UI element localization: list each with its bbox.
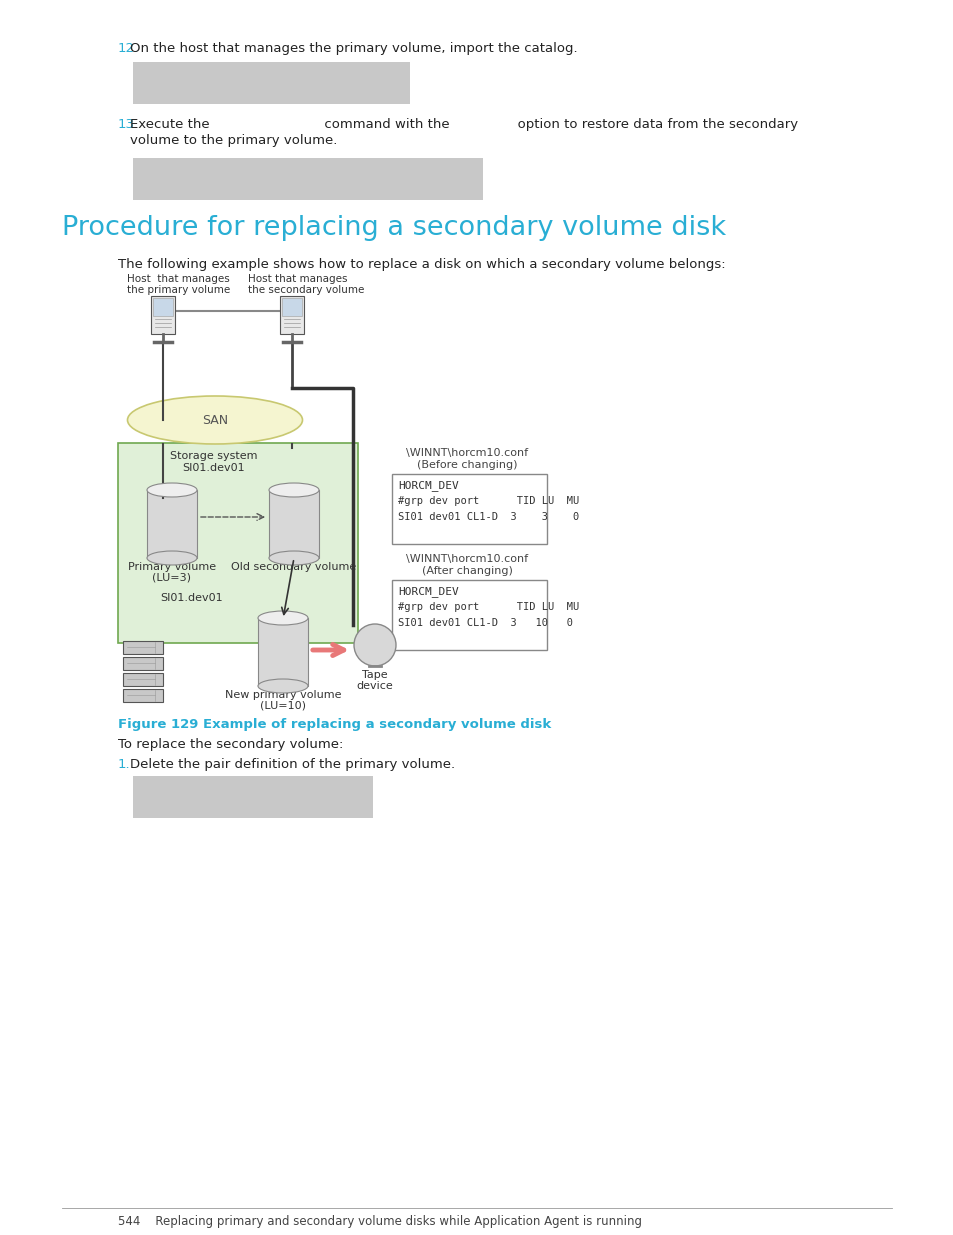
Text: SI01 dev01 CL1-D  3   10   0: SI01 dev01 CL1-D 3 10 0 [397,618,573,629]
Bar [123,673,163,685]
Ellipse shape [257,679,308,693]
Bar [269,490,318,558]
Ellipse shape [269,551,318,564]
Bar [151,296,174,333]
Ellipse shape [128,396,302,445]
Text: Execute the                           command with the                option to : Execute the command with the option to [130,119,798,131]
Ellipse shape [147,483,196,496]
Text: (LU=3): (LU=3) [152,573,192,583]
Bar [132,776,373,818]
Ellipse shape [147,551,196,564]
Text: Tape: Tape [362,671,388,680]
Text: 13.: 13. [118,119,139,131]
Text: Primary volume: Primary volume [128,562,215,572]
Text: 12.: 12. [118,42,139,56]
Bar [132,62,410,104]
Bar [123,657,163,671]
Bar [123,641,163,655]
Text: (After changing): (After changing) [421,566,512,576]
Text: SI01 dev01 CL1-D  3    3    0: SI01 dev01 CL1-D 3 3 0 [397,513,578,522]
Text: Procedure for replacing a secondary volume disk: Procedure for replacing a secondary volu… [62,215,725,241]
Text: #grp dev port      TID LU  MU: #grp dev port TID LU MU [397,496,578,506]
Text: #grp dev port      TID LU  MU: #grp dev port TID LU MU [397,601,578,613]
Text: the primary volume: the primary volume [127,285,230,295]
Text: Old secondary volume: Old secondary volume [232,562,356,572]
Text: 544    Replacing primary and secondary volume disks while Application Agent is r: 544 Replacing primary and secondary volu… [118,1215,641,1228]
Text: Delete the pair definition of the primary volume.: Delete the pair definition of the primar… [130,758,455,771]
Bar [392,474,546,543]
Bar [257,618,308,685]
Bar [392,580,546,650]
Ellipse shape [257,611,308,625]
Text: On the host that manages the primary volume, import the catalog.: On the host that manages the primary vol… [130,42,577,56]
Text: Host  that manages: Host that manages [127,274,230,284]
Text: HORCM_DEV: HORCM_DEV [397,480,458,490]
Text: 1.: 1. [118,758,131,771]
Text: the secondary volume: the secondary volume [248,285,364,295]
Text: \WINNT\horcm10.conf: \WINNT\horcm10.conf [406,448,528,458]
Ellipse shape [269,483,318,496]
Text: Host that manages: Host that manages [248,274,347,284]
Text: volume to the primary volume.: volume to the primary volume. [130,135,337,147]
Text: Storage system: Storage system [170,451,257,461]
Text: New primary volume: New primary volume [225,690,341,700]
Text: SI01.dev01: SI01.dev01 [182,463,245,473]
Bar [132,158,482,200]
Text: SAN: SAN [202,414,228,426]
Text: device: device [356,680,393,692]
Text: The following example shows how to replace a disk on which a secondary volume be: The following example shows how to repla… [118,258,725,270]
Text: (Before changing): (Before changing) [416,459,517,471]
Bar [152,298,172,316]
Text: (LU=10): (LU=10) [260,701,306,711]
Text: Figure 129 Example of replacing a secondary volume disk: Figure 129 Example of replacing a second… [118,718,551,731]
Bar [282,298,302,316]
Ellipse shape [354,624,395,666]
Text: \WINNT\horcm10.conf: \WINNT\horcm10.conf [406,555,528,564]
Text: HORCM_DEV: HORCM_DEV [397,585,458,597]
Bar [123,689,163,701]
Bar [147,490,196,558]
Bar [118,443,357,643]
Text: To replace the secondary volume:: To replace the secondary volume: [118,739,343,751]
Text: SI01.dev01: SI01.dev01 [160,593,223,603]
Bar [280,296,304,333]
